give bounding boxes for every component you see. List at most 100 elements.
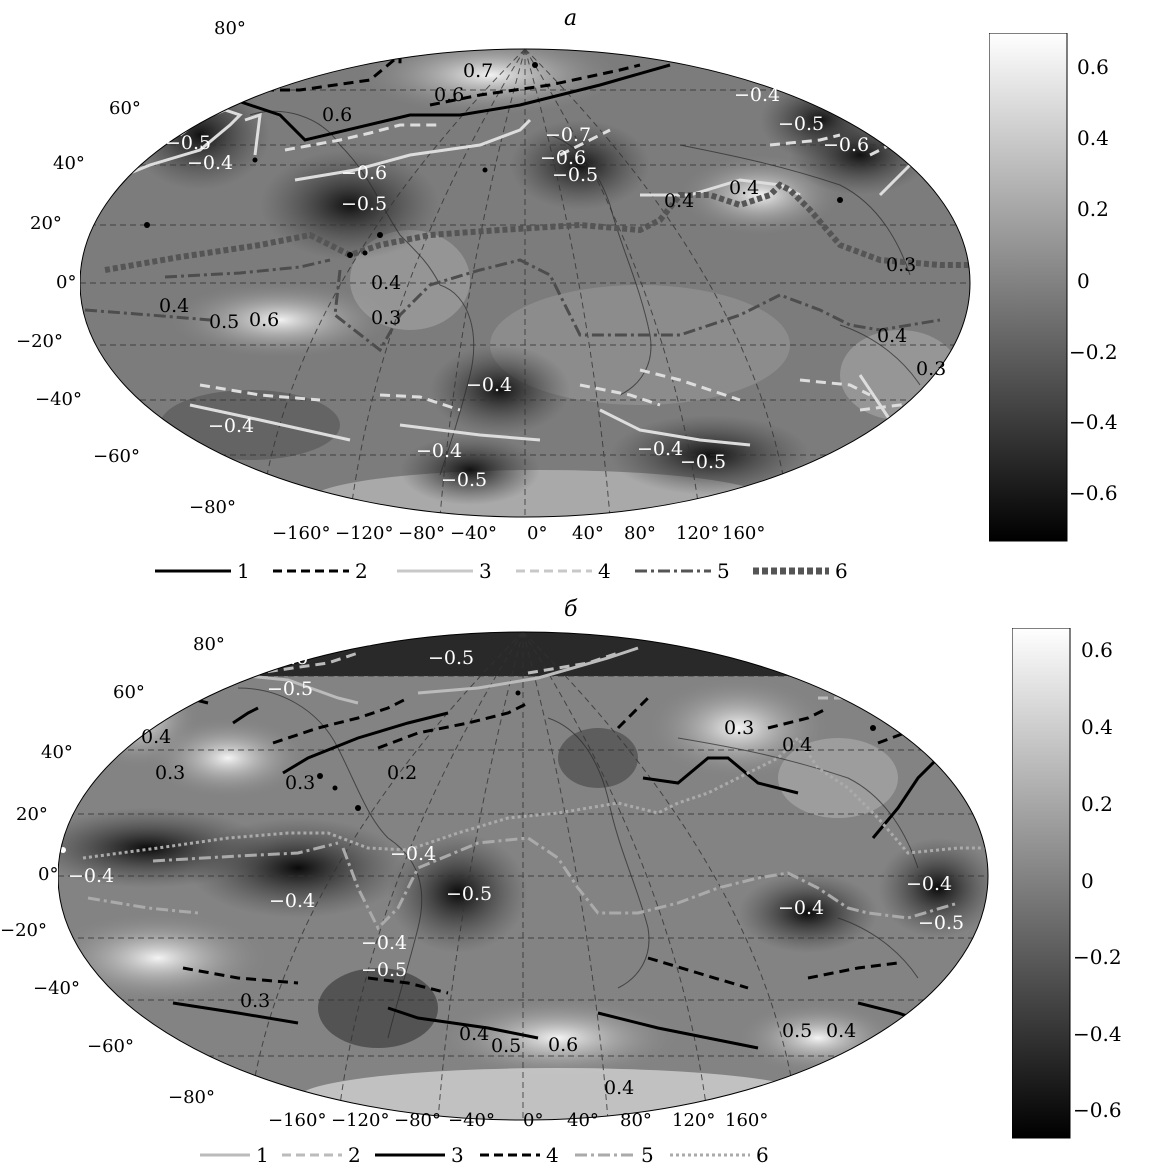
panel-b-legend-item-4: 4 (480, 1143, 559, 1167)
panel-b-contour-label: 0.5 (491, 1035, 522, 1057)
panel-a-contour-label: −0.5 (680, 451, 727, 473)
panel-a-contour-label: 0.4 (877, 325, 908, 347)
panel-a-contour-label: 0.6 (434, 84, 465, 106)
panel-b-contour-label: −0.5 (267, 678, 314, 700)
panel-b-contour-label: 0.3 (155, 762, 186, 784)
panel-b-title: б (564, 597, 578, 622)
panel-b-map (58, 631, 989, 1121)
panel-a-contour-label: 0.4 (729, 177, 760, 199)
panel-a-lat-40: 40° (53, 153, 85, 174)
panel-a-legend-item-5: 5 (635, 559, 730, 583)
panel-a-contour-label: −0.5 (341, 193, 388, 215)
panel-a-lat-0: 0° (56, 272, 77, 293)
panel-b-lat-m40: −40° (33, 978, 80, 999)
panel-b-legend-item-1: 1 (200, 1143, 269, 1167)
panel-a-contour-label: 0.4 (371, 272, 402, 294)
panel-a-colorbar (989, 33, 1068, 542)
panel-a-colorbar-tick: −0.2 (1069, 340, 1118, 364)
panel-a-legend-item-2: 2 (273, 559, 368, 583)
panel-b-lat-40: 40° (41, 742, 73, 763)
panel-b-legend-item-5: 5 (575, 1143, 654, 1167)
panel-b-colorbar-tick: 0.2 (1081, 792, 1113, 816)
panel-b-contour-label: 0.3 (724, 717, 755, 739)
panel-a-lat-m80: −80° (189, 497, 236, 518)
panel-a-colorbar-tick: 0.6 (1077, 55, 1109, 79)
panel-b-legend-item-6: 6 (670, 1143, 769, 1167)
panel-b-contour-label: −0.5 (446, 883, 493, 905)
panel-b-lon-m120: −120° (331, 1110, 390, 1131)
panel-a-lon-40: 40° (572, 523, 604, 544)
panel-b-contour-label: 0.2 (387, 762, 418, 784)
panel-a-contour-label: −0.6 (540, 147, 587, 169)
panel-b-colorbar-tick: 0.6 (1081, 638, 1113, 662)
panel-a-lon-m120: −120° (335, 523, 394, 544)
panel-a-map (80, 48, 971, 518)
panel-b-lat-m20: −20° (0, 920, 47, 941)
panel-b-contour-label: −0.5 (361, 959, 408, 981)
panel-a-contour-label: −0.4 (187, 152, 234, 174)
panel-b-lat-60: 60° (113, 682, 145, 703)
panel-a-legend-item-6: 6 (753, 559, 848, 583)
panel-a-lat-80: 80° (214, 18, 246, 39)
panel-b-colorbar-tick: 0 (1081, 869, 1094, 893)
panel-a-contour-label: −0.4 (416, 440, 463, 462)
panel-b-contour-label: 0.3 (285, 772, 316, 794)
panel-a-colorbar-tick: −0.6 (1069, 481, 1118, 505)
panel-b-lat-0: 0° (38, 864, 59, 885)
panel-a-legend-item-4: 4 (516, 559, 611, 583)
panel-a-contour-label: −0.4 (637, 438, 684, 460)
panel-a-colorbar-tick: 0 (1077, 269, 1090, 293)
panel-b-colorbar-tick: 0.4 (1081, 715, 1113, 739)
panel-b-contour-label: −0.5 (918, 912, 965, 934)
panel-b-contour-label: −0.4 (778, 897, 825, 919)
panel-b-contour-label: 0.4 (826, 1020, 857, 1042)
panel-b-lat-20: 20° (16, 804, 48, 825)
panel-a-lon-m160: −160° (272, 523, 331, 544)
panel-b-contour-label: −0.4 (269, 890, 316, 912)
panel-a-legend-item-3: 3 (397, 559, 492, 583)
panel-a-colorbar-tick: 0.4 (1077, 126, 1109, 150)
panel-a-colorbar-tick: 0.2 (1077, 197, 1109, 221)
panel-b-lon-80: 80° (620, 1110, 652, 1131)
panel-b-contour-label: −0.6 (329, 628, 376, 650)
panel-a-lon-m80: −80° (398, 523, 445, 544)
panel-a-contour-label: −0.4 (734, 84, 781, 106)
panel-b-contour-label: −0.4 (361, 932, 408, 954)
panel-a-colorbar-tick: −0.4 (1069, 410, 1118, 434)
panel-a-contour-label: 0.5 (209, 311, 240, 333)
panel-b-legend-item-2: 2 (282, 1143, 361, 1167)
panel-a-lat-20: 20° (30, 213, 62, 234)
panel-b-lat-m60: −60° (87, 1036, 134, 1057)
panel-a-contour-label: −0.5 (441, 469, 488, 491)
panel-b-colorbar-tick: −0.4 (1073, 1022, 1122, 1046)
panel-b-contour-label: 0.5 (782, 1020, 813, 1042)
panel-b-colorbar-tick: −0.2 (1073, 945, 1122, 969)
panel-a-contour-label: 0.4 (664, 190, 695, 212)
panel-b-contour-label: −0.4 (906, 873, 953, 895)
panel-a-lat-60: 60° (109, 98, 141, 119)
panel-b-contour-label: 0.3 (240, 990, 271, 1012)
panel-a-legend: 1 2 3 4 5 6 (155, 559, 855, 583)
panel-a-contour-label: 0.3 (916, 358, 947, 380)
panel-b-contour-label: −0.6 (262, 647, 309, 669)
panel-a-contour-label: −0.4 (208, 415, 255, 437)
panel-b-colorbar (1012, 628, 1071, 1139)
panel-a-lat-m20: −20° (16, 331, 63, 352)
panel-a-contour-label: −0.5 (165, 132, 212, 154)
panel-b-lon-160: 160° (725, 1110, 769, 1131)
panel-b-lon-m40: −40° (448, 1110, 495, 1131)
panel-a-contour-label: −0.5 (778, 113, 825, 135)
panel-a-contour-label: −0.4 (466, 374, 513, 396)
panel-b-contour-label: −0.4 (390, 843, 437, 865)
panel-b-contour-label: 0.4 (141, 726, 172, 748)
panel-b-contour-label: −0.5 (428, 647, 475, 669)
panel-b-colorbar-tick: −0.6 (1073, 1098, 1122, 1122)
panel-b-contour-label: −0.4 (68, 865, 115, 887)
panel-a-legend-item-1: 1 (155, 559, 250, 583)
panel-a-contour-label: 0.3 (886, 254, 917, 276)
panel-a-contour-label: 0.3 (371, 307, 402, 329)
panel-b-legend: 1 2 3 4 5 6 (200, 1143, 850, 1167)
panel-a-lon-0: 0° (527, 523, 548, 544)
panel-a-title: а (564, 6, 578, 31)
panel-a-lon-80: 80° (624, 523, 656, 544)
